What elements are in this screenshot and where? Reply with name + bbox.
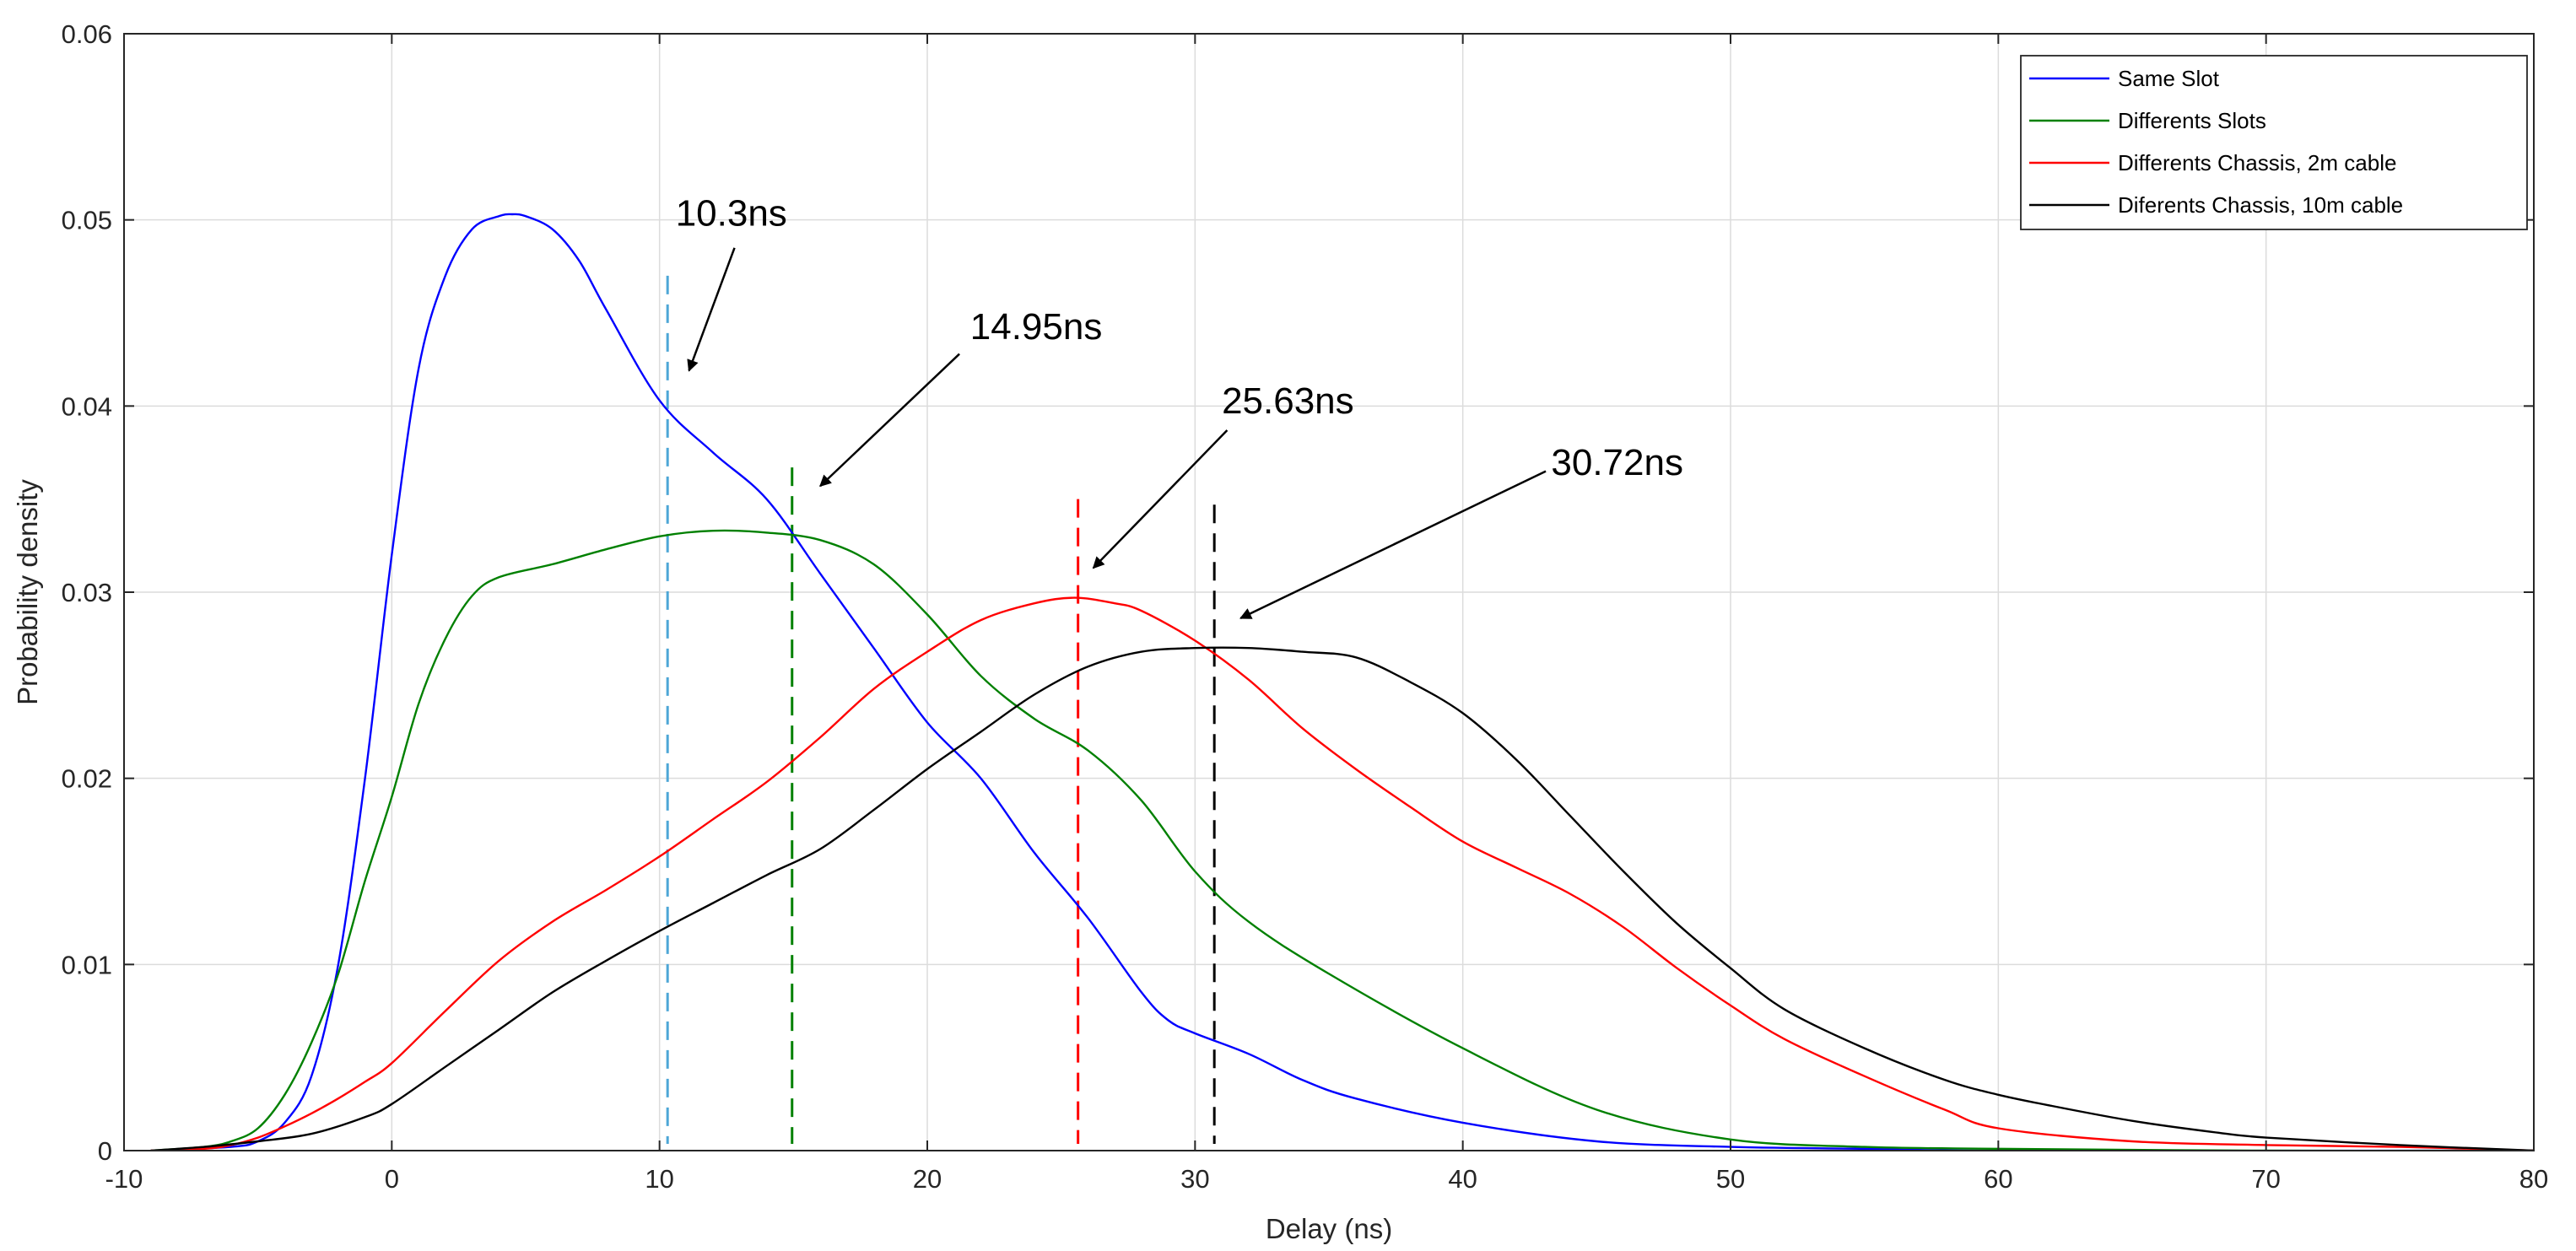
legend-entry: Differents Chassis, 2m cable (2118, 150, 2396, 175)
y-tick-label: 0.04 (62, 391, 112, 421)
annotation-arrow (819, 353, 960, 488)
series-line-2 (150, 529, 2534, 1151)
annotations: 10.3ns 14.95ns 25.63ns 30.72ns (676, 192, 1683, 620)
annotation-arrow (1092, 429, 1229, 569)
x-tick-label: 50 (1716, 1164, 1745, 1194)
legend: Same Slot Differents Slots Differents Chas… (2020, 55, 2528, 230)
x-tick-label: 60 (1984, 1164, 2012, 1194)
legend-entry: Same Slot (2118, 66, 2220, 91)
x-tick-label: -10 (105, 1164, 143, 1194)
x-tick-label: 80 (2519, 1164, 2548, 1194)
x-tick-label: 30 (1180, 1164, 1209, 1194)
y-tick-label: 0.06 (62, 19, 112, 49)
series-line-1 (150, 213, 2534, 1151)
series-line-4 (150, 646, 2534, 1151)
annotation-arrow (1239, 470, 1547, 620)
median-markers (666, 275, 1216, 1144)
legend-entry: Diferents Chassis, 10m cable (2118, 192, 2403, 218)
annotation-label: 25.63ns (1222, 380, 1354, 422)
x-tick-label: 20 (913, 1164, 942, 1194)
annotation-label: 30.72ns (1551, 442, 1683, 483)
y-tick-label: 0.01 (62, 950, 112, 979)
y-tick-label: 0 (98, 1136, 112, 1166)
y-tick-label: 0.05 (62, 206, 112, 235)
x-tick-label: 70 (2251, 1164, 2280, 1194)
y-tick-label: 0.02 (62, 764, 112, 794)
series-line-3 (150, 596, 2534, 1151)
x-tick-label: 40 (1448, 1164, 1477, 1194)
series-lines (150, 213, 2534, 1151)
axis-ticks: -10 0 10 20 30 40 50 60 70 8000.010.020.030.040.0… (62, 19, 2549, 1194)
annotation-arrow (687, 247, 736, 372)
x-tick-label: 10 (645, 1164, 673, 1194)
y-tick-label: 0.03 (62, 578, 112, 607)
y-axis-label: Probability density (12, 479, 43, 705)
annotation-label: 14.95ns (970, 306, 1103, 348)
x-axis-label: Delay (ns) (1266, 1213, 1392, 1244)
legend-entry: Differents Slots (2118, 108, 2266, 133)
x-tick-label: 0 (385, 1164, 399, 1194)
legend-box (2020, 55, 2528, 230)
annotation-label: 10.3ns (676, 192, 787, 234)
